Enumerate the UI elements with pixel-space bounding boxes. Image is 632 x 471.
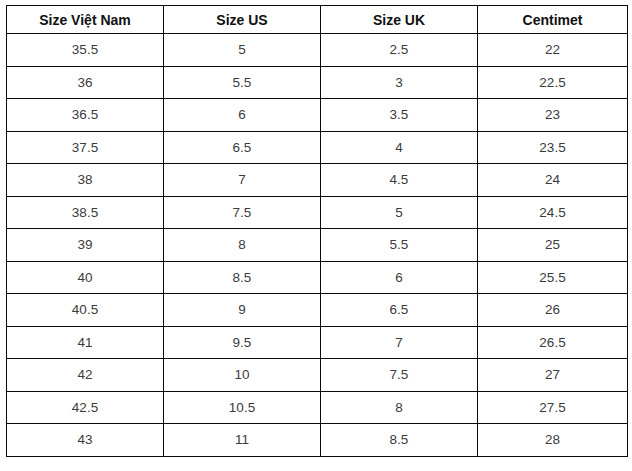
table-cell: 6 xyxy=(321,261,478,294)
table-cell: 4.5 xyxy=(321,164,478,197)
table-body: 35.552.522365.5322.536.563.52337.56.5423… xyxy=(7,34,628,457)
table-row: 43118.528 xyxy=(7,424,628,457)
table-cell: 24.5 xyxy=(478,196,628,229)
table-cell: 6.5 xyxy=(164,131,321,164)
header-row: Size Việt NamSize USSize UKCentimet xyxy=(7,6,628,34)
table-cell: 41 xyxy=(7,326,164,359)
table-cell: 7 xyxy=(321,326,478,359)
table-cell: 5 xyxy=(164,34,321,67)
table-cell: 36 xyxy=(7,66,164,99)
table-cell: 24 xyxy=(478,164,628,197)
table-cell: 6.5 xyxy=(321,294,478,327)
column-header: Size Việt Nam xyxy=(7,6,164,34)
table-cell: 5 xyxy=(321,196,478,229)
table-cell: 8 xyxy=(164,229,321,262)
table-cell: 22 xyxy=(478,34,628,67)
table-cell: 8.5 xyxy=(164,261,321,294)
shoe-size-conversion-table: Size Việt NamSize USSize UKCentimet 35.5… xyxy=(6,5,628,457)
table-cell: 3.5 xyxy=(321,99,478,132)
table-row: 37.56.5423.5 xyxy=(7,131,628,164)
table-cell: 25.5 xyxy=(478,261,628,294)
table-cell: 10 xyxy=(164,359,321,392)
table-cell: 6 xyxy=(164,99,321,132)
table-cell: 36.5 xyxy=(7,99,164,132)
table-cell: 25 xyxy=(478,229,628,262)
table-row: 35.552.522 xyxy=(7,34,628,67)
table-cell: 2.5 xyxy=(321,34,478,67)
table-row: 365.5322.5 xyxy=(7,66,628,99)
table-row: 419.5726.5 xyxy=(7,326,628,359)
table-cell: 27 xyxy=(478,359,628,392)
table-cell: 38.5 xyxy=(7,196,164,229)
table-cell: 40.5 xyxy=(7,294,164,327)
column-header: Centimet xyxy=(478,6,628,34)
table-cell: 42.5 xyxy=(7,391,164,424)
table-cell: 8.5 xyxy=(321,424,478,457)
table-row: 40.596.526 xyxy=(7,294,628,327)
table-cell: 38 xyxy=(7,164,164,197)
table-cell: 5.5 xyxy=(164,66,321,99)
table-cell: 26.5 xyxy=(478,326,628,359)
table-cell: 4 xyxy=(321,131,478,164)
table-cell: 27.5 xyxy=(478,391,628,424)
table-cell: 39 xyxy=(7,229,164,262)
table-row: 3985.525 xyxy=(7,229,628,262)
column-header: Size US xyxy=(164,6,321,34)
table-row: 408.5625.5 xyxy=(7,261,628,294)
table-cell: 8 xyxy=(321,391,478,424)
table-cell: 7 xyxy=(164,164,321,197)
table-cell: 40 xyxy=(7,261,164,294)
table-cell: 9 xyxy=(164,294,321,327)
table-cell: 9.5 xyxy=(164,326,321,359)
table-row: 38.57.5524.5 xyxy=(7,196,628,229)
table-row: 42.510.5827.5 xyxy=(7,391,628,424)
table-cell: 42 xyxy=(7,359,164,392)
table-cell: 22.5 xyxy=(478,66,628,99)
table-cell: 26 xyxy=(478,294,628,327)
table-cell: 10.5 xyxy=(164,391,321,424)
column-header: Size UK xyxy=(321,6,478,34)
table-cell: 11 xyxy=(164,424,321,457)
table-cell: 7.5 xyxy=(164,196,321,229)
table-container: Size Việt NamSize USSize UKCentimet 35.5… xyxy=(0,0,632,457)
table-row: 3874.524 xyxy=(7,164,628,197)
table-cell: 43 xyxy=(7,424,164,457)
table-cell: 37.5 xyxy=(7,131,164,164)
table-row: 36.563.523 xyxy=(7,99,628,132)
table-cell: 3 xyxy=(321,66,478,99)
table-cell: 23.5 xyxy=(478,131,628,164)
table-row: 42107.527 xyxy=(7,359,628,392)
table-cell: 35.5 xyxy=(7,34,164,67)
table-cell: 28 xyxy=(478,424,628,457)
table-cell: 5.5 xyxy=(321,229,478,262)
table-cell: 23 xyxy=(478,99,628,132)
table-cell: 7.5 xyxy=(321,359,478,392)
table-header: Size Việt NamSize USSize UKCentimet xyxy=(7,6,628,34)
